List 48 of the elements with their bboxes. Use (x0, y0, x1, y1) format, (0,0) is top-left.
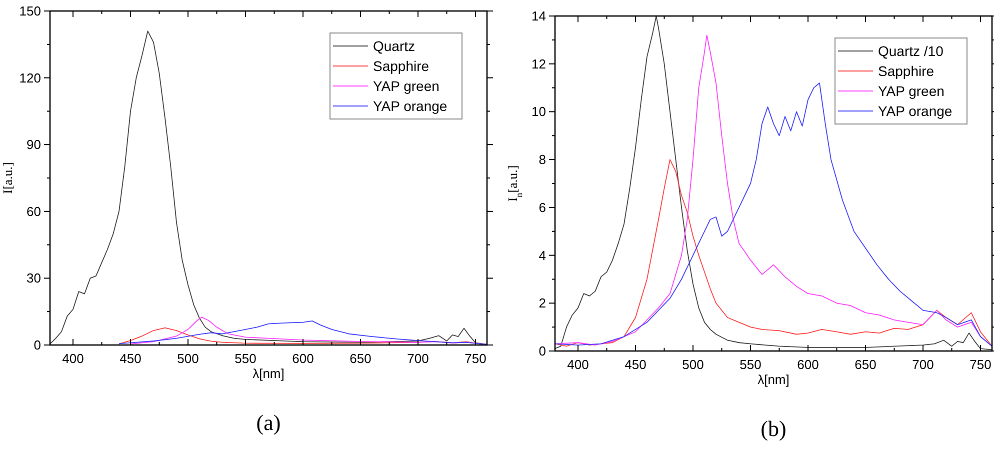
y-tick-label: 60 (26, 204, 41, 219)
text: (b) (760, 416, 786, 441)
x-tick-label: 600 (797, 357, 819, 372)
y-tick-label: 0 (34, 338, 41, 352)
legend-label: Sapphire (878, 63, 934, 79)
y-tick-label: 0 (538, 344, 546, 358)
y-tick-label: 10 (532, 104, 546, 120)
y-tick-label: 90 (26, 137, 41, 152)
y-tick-label: 30 (26, 270, 41, 286)
x-tick-label: 550 (740, 357, 762, 372)
line-series (50, 30, 487, 345)
y-tick-label: 4 (538, 248, 546, 263)
y-tick-label: 2 (538, 296, 546, 311)
line-series (118, 327, 487, 345)
x-tick-label: 550 (234, 351, 256, 366)
x-axis-title: λ[nm] (758, 372, 790, 387)
y-tick-label: 14 (532, 8, 546, 24)
line-series (118, 320, 487, 345)
legend-label: YAP orange (373, 98, 448, 114)
legend-label: Quartz /10 (878, 43, 944, 59)
y-axis-title: I[a.u.] (0, 162, 15, 194)
x-tick-label: 650 (854, 357, 876, 372)
line-series (555, 82, 992, 347)
x-tick-label: 600 (292, 351, 314, 366)
x-tick-label: 700 (912, 357, 934, 372)
y-tick-label: 6 (538, 200, 546, 215)
y-tick-label: 12 (532, 56, 546, 72)
x-tick-label: 650 (350, 351, 372, 366)
legend-label: YAP green (373, 78, 440, 94)
legend-label: YAP green (878, 83, 944, 99)
x-tick-label: 500 (177, 351, 199, 366)
x-axis-title: λ[nm] (252, 366, 284, 381)
y-tick-label: 8 (538, 152, 546, 168)
x-tick-label: 400 (62, 351, 84, 366)
legend-label: YAP orange (878, 103, 952, 119)
text: (a) (256, 410, 281, 435)
x-tick-label: 750 (464, 351, 486, 366)
y-tick-label: 150 (19, 4, 41, 18)
x-tick-label: 700 (407, 351, 429, 366)
x-tick-label: 450 (120, 351, 142, 366)
line-series (555, 159, 992, 347)
legend-label: Quartz (373, 38, 416, 54)
x-tick-label: 500 (682, 357, 704, 372)
y-tick-label: 120 (19, 70, 41, 86)
legend-label: Sapphire (373, 58, 430, 74)
x-tick-label: 750 (970, 357, 992, 372)
x-tick-label: 450 (624, 357, 646, 372)
x-tick-label: 400 (567, 357, 589, 372)
